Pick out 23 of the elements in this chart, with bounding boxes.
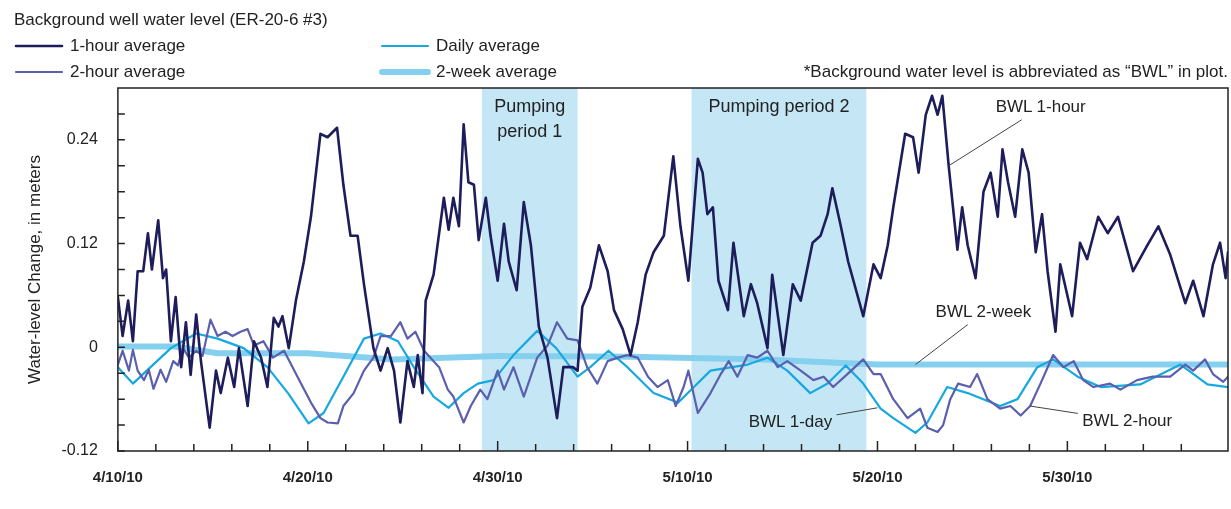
x-tick-label: 5/10/10: [662, 468, 713, 486]
legend-label: 2-hour average: [70, 61, 186, 81]
y-tick-label: 0.24: [66, 130, 98, 148]
x-tick-label: 4/30/10: [472, 468, 523, 486]
x-tick-label: 4/20/10: [282, 468, 333, 486]
annotation: BWL 2-week: [935, 302, 1032, 322]
legend-title: Background well water level (ER-20-6 #3): [14, 9, 328, 29]
y-tick-label: 0.12: [66, 233, 98, 251]
y-axis-title: Water-level Change, in meters: [24, 155, 44, 384]
x-tick-label: 4/10/10: [92, 468, 143, 486]
annotation: BWL 1-hour: [995, 97, 1087, 117]
band-label: Pumping period 1: [494, 96, 566, 141]
legend-label: Daily average: [436, 35, 540, 55]
legend-label: 1-hour average: [70, 35, 186, 55]
text: *Background water level is abbreviated as “BWL” in plot.: [803, 61, 1228, 81]
legend-label: 2-week average: [436, 61, 557, 81]
x-tick-label: 5/30/10: [1042, 468, 1093, 486]
band-label: Pumping period 2: [708, 96, 850, 116]
annotation: BWL 1-day: [748, 412, 833, 432]
annotation: BWL 2-hour: [1082, 410, 1173, 430]
y-tick-label: -0.12: [61, 441, 98, 459]
x-tick-label: 5/20/10: [852, 468, 903, 486]
y-tick-label: 0: [88, 337, 98, 355]
